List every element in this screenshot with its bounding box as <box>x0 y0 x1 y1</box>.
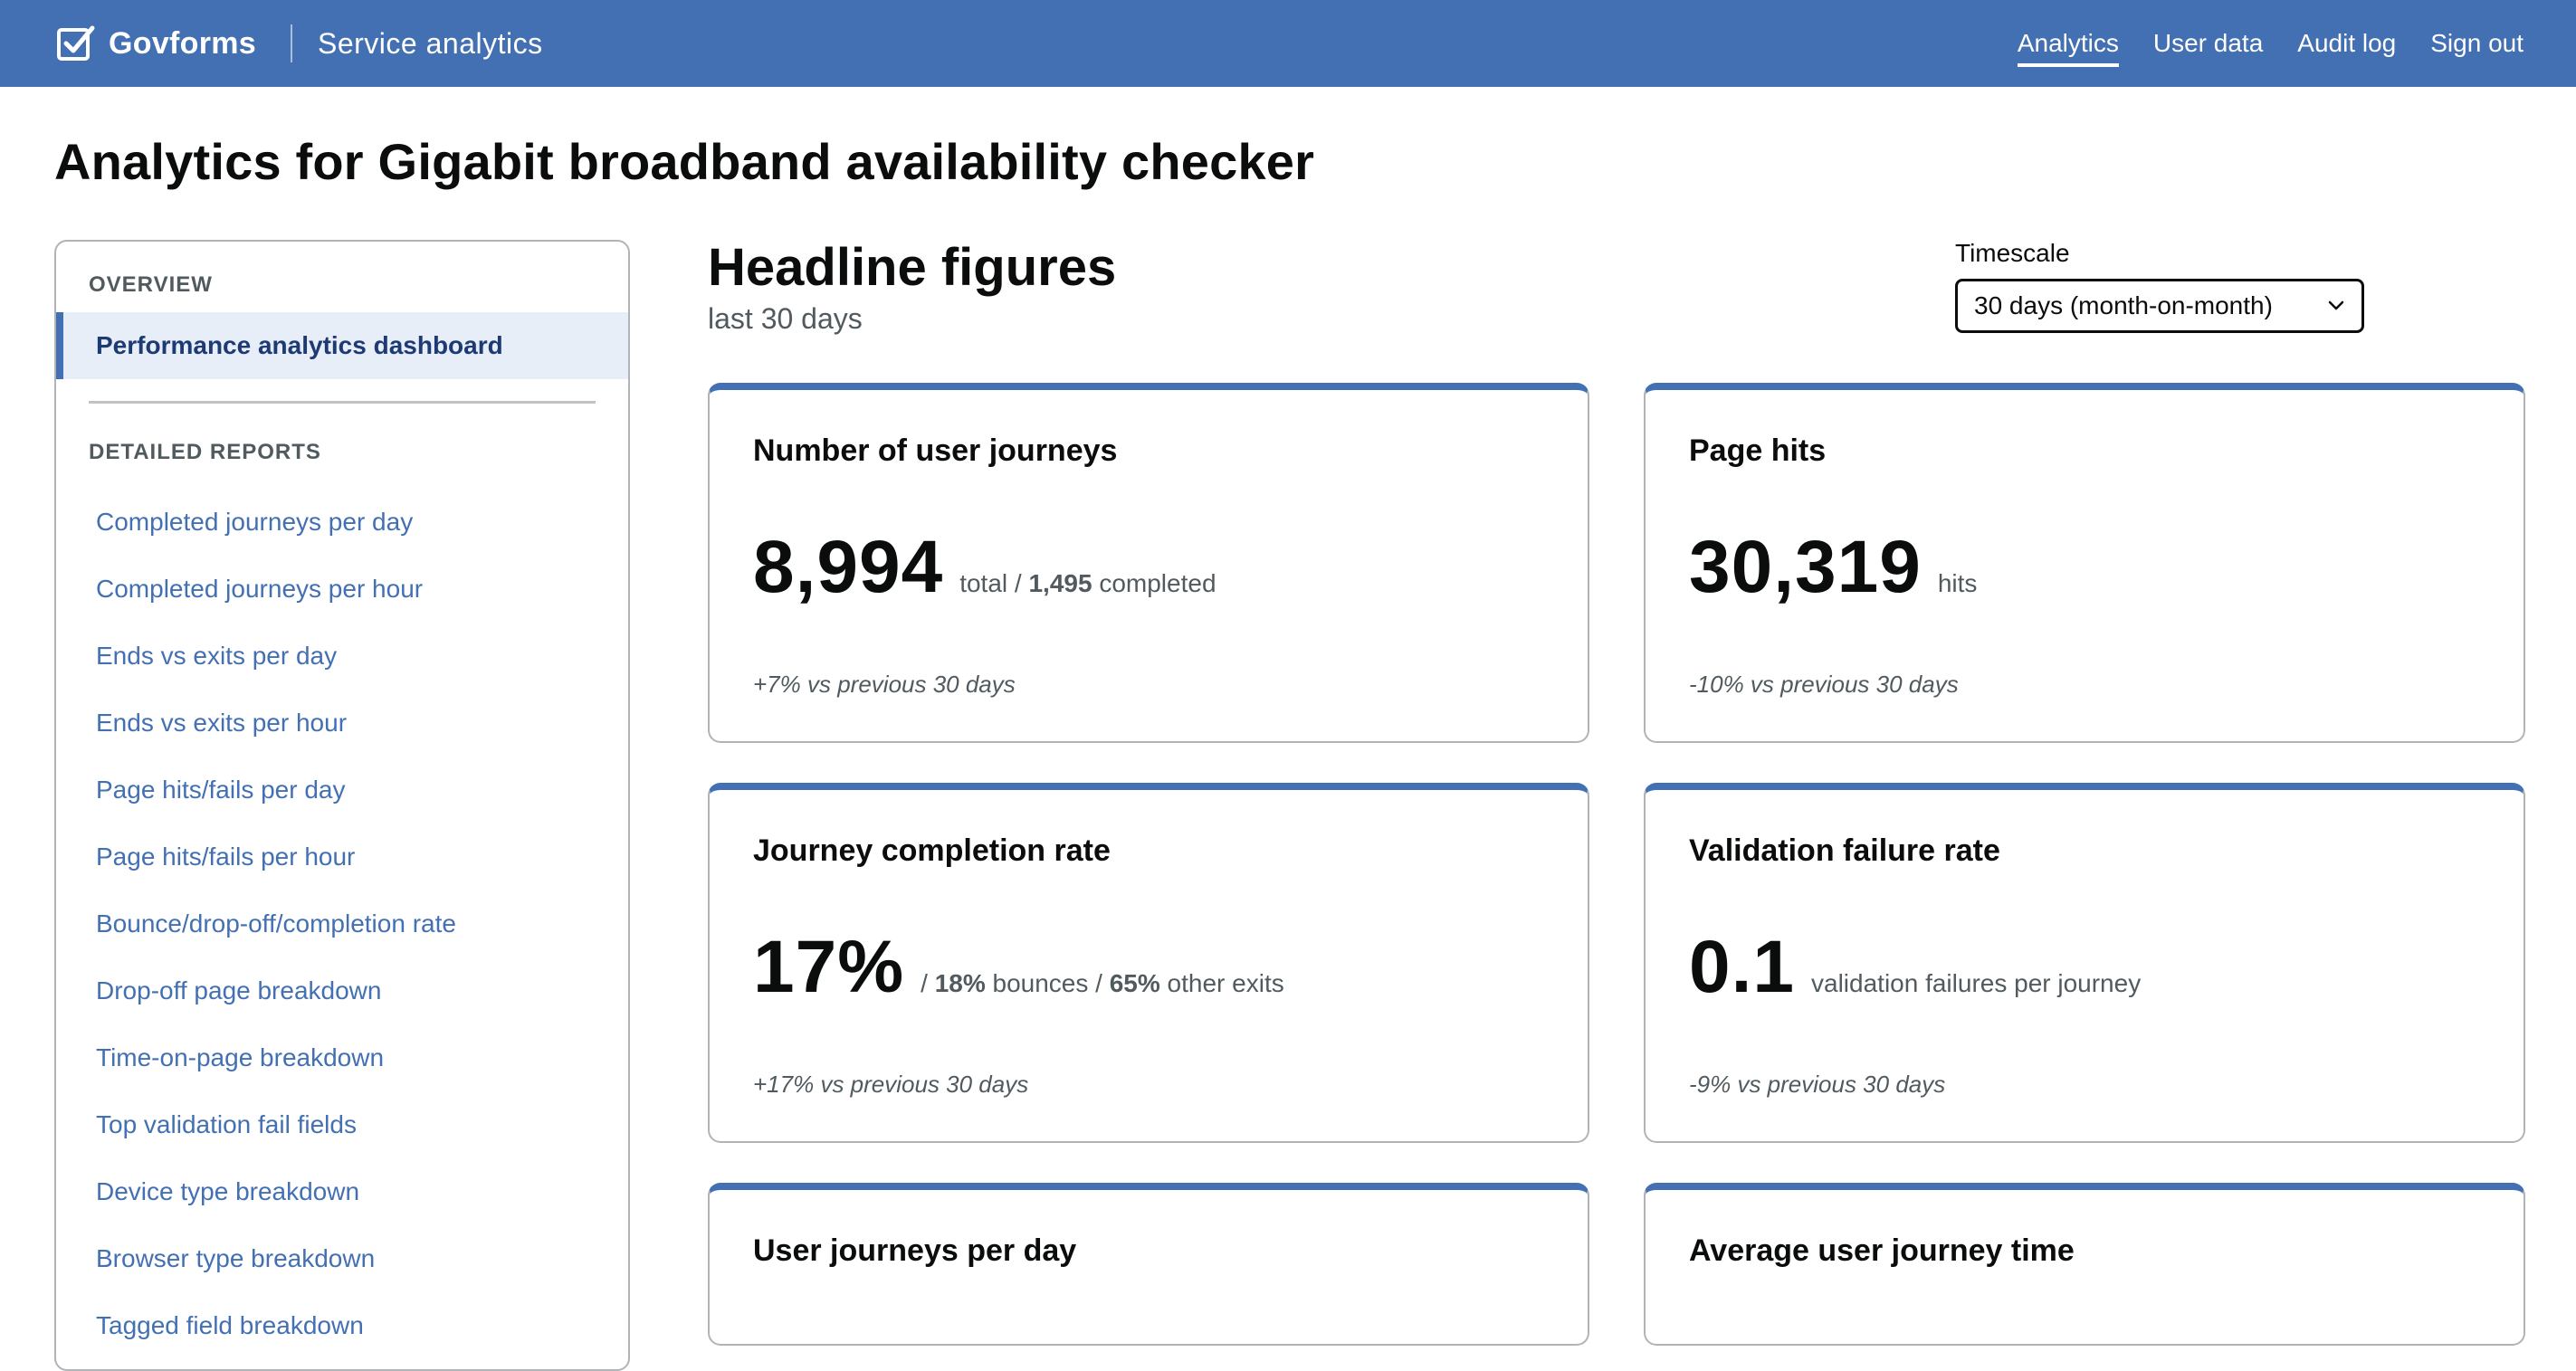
completion-delta: +17% vs previous 30 days <box>753 1071 1029 1098</box>
list-item: Page hits/fails per hour <box>56 824 628 890</box>
sidebar-item-browser-type[interactable]: Browser type breakdown <box>96 1244 376 1272</box>
headline-figures-heading: Headline figures <box>708 238 1117 297</box>
list-item: Completed journeys per hour <box>56 556 628 623</box>
bounces-value: 18% <box>934 969 986 997</box>
list-item: Top validation fail fields <box>56 1091 628 1158</box>
main-nav: Analytics User data Audit log Sign out <box>2017 24 2524 67</box>
timescale-control: Timescale 30 days (month-on-month) <box>1955 239 2364 333</box>
list-item: Browser type breakdown <box>56 1225 628 1292</box>
hits-value: 30,319 <box>1689 526 1922 608</box>
card-title: Journey completion rate <box>753 833 1111 868</box>
headline-period: last 30 days <box>708 302 863 335</box>
list-item: Drop-off page breakdown <box>56 957 628 1024</box>
checkbox-logo-icon <box>57 25 95 61</box>
card-completion-rate: Journey completion rate 17% / 18% bounce… <box>708 783 1589 1143</box>
brand-name: Govforms <box>109 25 256 61</box>
list-item: Ends vs exits per hour <box>56 690 628 757</box>
sidebar-item-device-type[interactable]: Device type breakdown <box>96 1177 360 1205</box>
chevron-down-icon <box>2328 300 2344 310</box>
sidebar-item-performance-dashboard[interactable]: Performance analytics dashboard <box>56 312 628 379</box>
card-title: Page hits <box>1689 433 1827 468</box>
brand-divider <box>291 24 292 62</box>
sidebar-item-tagged-field[interactable]: Tagged field breakdown <box>96 1311 364 1339</box>
sidebar-item-hits-fails-hour[interactable]: Page hits/fails per hour <box>96 843 356 871</box>
card-page-hits: Page hits 30,319 hits -10% vs previous 3… <box>1644 383 2525 743</box>
journeys-total-label: total / <box>959 569 1022 597</box>
sidebar-item-drop-off-breakdown[interactable]: Drop-off page breakdown <box>96 976 382 1004</box>
completion-value: 17% <box>753 926 905 1008</box>
hits-suffix: hits <box>1937 569 1978 597</box>
completion-separator: / <box>921 969 928 997</box>
list-item: Tagged field breakdown <box>56 1292 628 1359</box>
journeys-suffix: total / 1,495 completed <box>959 569 1216 598</box>
sidebar: OVERVIEW Performance analytics dashboard… <box>54 240 630 1371</box>
nav-sign-out[interactable]: Sign out <box>2430 29 2524 57</box>
nav-analytics[interactable]: Analytics <box>2017 24 2119 67</box>
sidebar-item-ends-exits-hour[interactable]: Ends vs exits per hour <box>96 709 348 737</box>
sidebar-item-validation-fail-fields[interactable]: Top validation fail fields <box>96 1110 357 1138</box>
card-validation-failure: Validation failure rate 0.1 validation f… <box>1644 783 2525 1143</box>
sidebar-item-time-on-page[interactable]: Time-on-page breakdown <box>96 1043 385 1071</box>
sidebar-divider <box>89 401 596 404</box>
sidebar-item-ends-exits-day[interactable]: Ends vs exits per day <box>96 642 338 670</box>
timescale-select[interactable]: 30 days (month-on-month) <box>1955 279 2364 333</box>
sidebar-item-completed-per-hour[interactable]: Completed journeys per hour <box>96 575 424 603</box>
timescale-selected-value: 30 days (month-on-month) <box>1974 291 2273 319</box>
sidebar-report-list: Completed journeys per day Completed jou… <box>56 489 628 1359</box>
exits-value: 65% <box>1109 969 1160 997</box>
list-item: Page hits/fails per day <box>56 757 628 824</box>
list-item: Ends vs exits per day <box>56 623 628 690</box>
sidebar-item-hits-fails-day[interactable]: Page hits/fails per day <box>96 776 346 804</box>
card-title: Number of user journeys <box>753 433 1118 468</box>
card-journeys-per-day: User journeys per day <box>708 1183 1589 1346</box>
sidebar-item-completed-per-day[interactable]: Completed journeys per day <box>96 508 414 536</box>
completion-suffix: / 18% bounces / 65% other exits <box>921 969 1284 998</box>
nav-user-data[interactable]: User data <box>2152 29 2264 57</box>
card-average-journey-time: Average user journey time <box>1644 1183 2525 1346</box>
list-item: Device type breakdown <box>56 1158 628 1225</box>
sidebar-overview-heading: OVERVIEW <box>89 272 213 297</box>
list-item: Completed journeys per day <box>56 489 628 556</box>
timescale-label: Timescale <box>1955 239 2070 267</box>
exits-label: other exits <box>1167 969 1284 997</box>
journeys-completed-value: 1,495 <box>1028 569 1092 597</box>
list-item: Bounce/drop-off/completion rate <box>56 890 628 957</box>
journeys-completed-label: completed <box>1099 569 1216 597</box>
journeys-total-value: 8,994 <box>753 526 944 608</box>
validation-value: 0.1 <box>1689 926 1795 1008</box>
sidebar-item-bounce-rate[interactable]: Bounce/drop-off/completion rate <box>96 909 456 938</box>
hits-delta: -10% vs previous 30 days <box>1689 671 1959 698</box>
bounces-label: bounces / <box>992 969 1102 997</box>
validation-delta: -9% vs previous 30 days <box>1689 1071 1946 1098</box>
card-title: User journeys per day <box>753 1233 1077 1268</box>
service-name: Service analytics <box>318 26 543 60</box>
list-item: Time-on-page breakdown <box>56 1024 628 1091</box>
top-header: Govforms Service analytics Analytics Use… <box>0 0 2576 87</box>
card-title: Validation failure rate <box>1689 833 2000 868</box>
brand[interactable]: Govforms <box>56 24 256 63</box>
card-title: Average user journey time <box>1689 1233 2075 1268</box>
card-user-journeys: Number of user journeys 8,994 total / 1,… <box>708 383 1589 743</box>
page-title: Analytics for Gigabit broadband availabi… <box>54 133 1315 190</box>
validation-suffix: validation failures per journey <box>1811 969 2142 997</box>
sidebar-reports-heading: DETAILED REPORTS <box>89 440 321 464</box>
nav-audit-log[interactable]: Audit log <box>2297 29 2397 57</box>
journeys-delta: +7% vs previous 30 days <box>753 671 1016 698</box>
